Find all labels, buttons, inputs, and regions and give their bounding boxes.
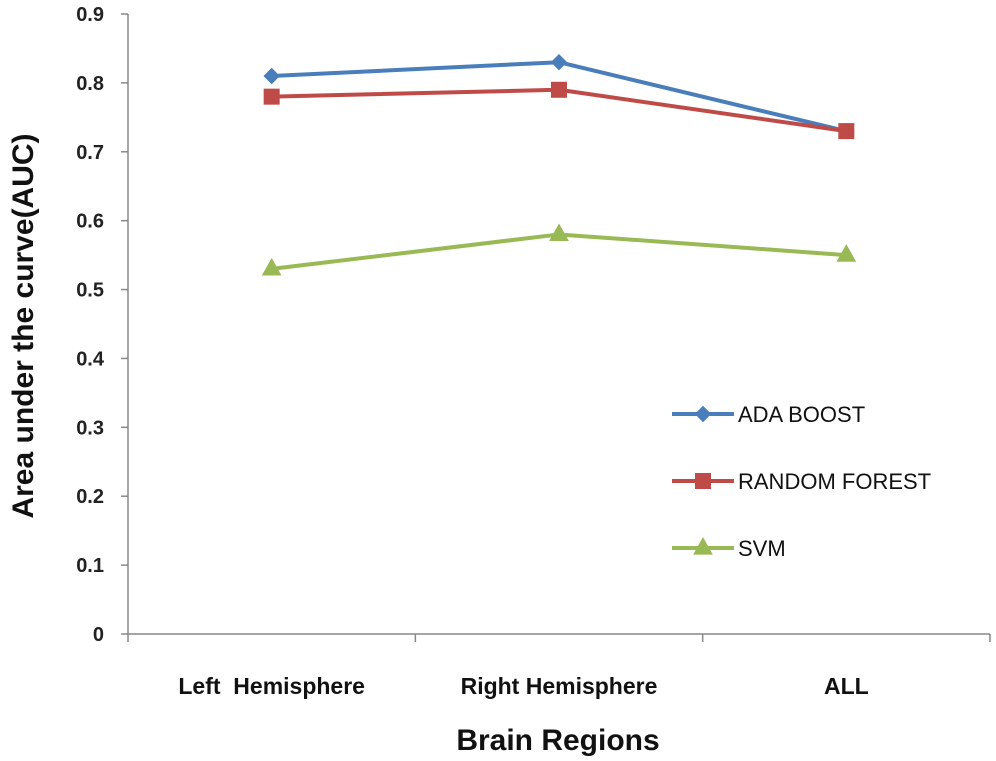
legend-label: RANDOM FOREST — [738, 469, 931, 494]
y-axis-title: Area under the curve(AUC) — [7, 133, 40, 518]
y-tick-label: 0.2 — [76, 486, 104, 508]
series-svm — [261, 223, 857, 276]
legend-item-random-forest: RANDOM FOREST — [672, 469, 931, 494]
y-tick-label: 0.3 — [76, 417, 104, 439]
legend-item-ada-boost: ADA BOOST — [672, 402, 865, 427]
data-point-random-forest — [838, 123, 855, 140]
x-axis-ticks: Left Hemisphere Right Hemisphere ALL — [127, 634, 991, 699]
data-point-random-forest — [263, 88, 280, 105]
y-tick-label: 0.8 — [76, 73, 104, 95]
x-category-label: Right Hemisphere — [461, 673, 658, 699]
y-tick-label: 0.9 — [76, 4, 104, 26]
x-axis-title: Brain Regions — [456, 724, 659, 757]
chart-axes — [127, 14, 990, 635]
legend-marker-random-forest — [695, 473, 711, 489]
legend-marker-svm — [693, 537, 713, 555]
x-category-label: Left Hemisphere — [178, 673, 365, 699]
legend-label: SVM — [738, 536, 786, 561]
y-tick-label: 0.7 — [76, 142, 104, 164]
legend-label: ADA BOOST — [738, 402, 865, 427]
y-tick-label: 0.1 — [76, 555, 104, 577]
data-point-svm — [836, 244, 857, 262]
data-point-svm — [261, 257, 282, 276]
y-tick-label: 0.4 — [76, 348, 105, 370]
series-layer — [261, 54, 857, 276]
data-point-ada-boost — [263, 67, 280, 85]
data-point-random-forest — [551, 81, 567, 98]
chart-legend: ADA BOOST RANDOM FOREST SVM — [672, 402, 931, 561]
data-point-svm — [549, 223, 569, 242]
series-random-forest — [263, 81, 855, 140]
y-tick-label: 0.5 — [76, 280, 104, 302]
legend-item-svm: SVM — [672, 536, 786, 561]
y-tick-label: 0.6 — [76, 211, 104, 233]
y-tick-label: 0 — [93, 624, 104, 646]
data-point-ada-boost — [550, 54, 568, 71]
x-category-label: ALL — [824, 673, 869, 699]
legend-marker-ada-boost — [694, 405, 712, 423]
y-axis-ticks: 0 0.1 0.2 0.3 0.4 0.5 0.6 0.7 0.8 0.9 — [76, 4, 128, 646]
